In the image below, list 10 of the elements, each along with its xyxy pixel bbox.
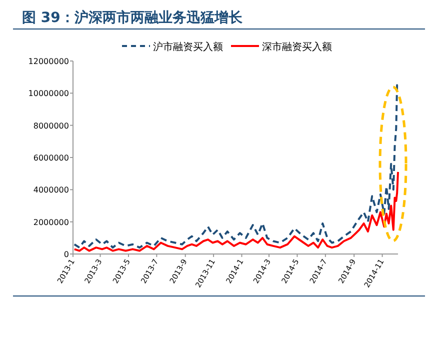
y-tick-label: 0 <box>64 250 69 259</box>
title: 图 39：沪深两市两融业务迅猛增长 <box>22 10 242 26</box>
y-tick-label: 8000000 <box>33 121 69 130</box>
y-tick-label: 4000000 <box>33 186 69 195</box>
y-tick-label: 12000000 <box>28 57 69 66</box>
legend-label: 沪市融资买入额 <box>153 41 223 53</box>
y-tick-label: 6000000 <box>33 154 69 162</box>
legend-label: 深市融资买入额 <box>262 41 332 53</box>
y-tick-label: 10000000 <box>28 89 69 98</box>
y-tick-label: 2000000 <box>33 218 69 227</box>
